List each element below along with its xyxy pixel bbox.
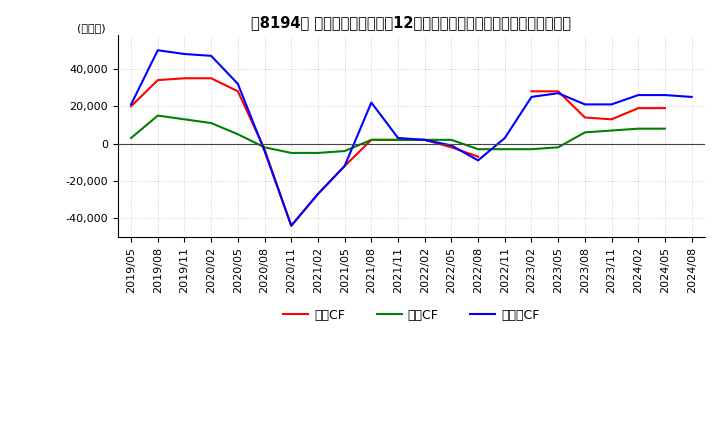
営業CF (180, 76, 189, 81)
フリーCF (341, 163, 349, 169)
投資CF (634, 126, 642, 131)
フリーCF (527, 94, 536, 99)
フリーCF (207, 53, 215, 59)
投資CF (474, 147, 482, 152)
Legend: 営業CF, 投資CF, フリーCF: 営業CF, 投資CF, フリーCF (278, 304, 544, 326)
フリーCF (287, 223, 296, 228)
フリーCF (634, 92, 642, 98)
投資CF (207, 121, 215, 126)
投資CF (420, 137, 429, 143)
営業CF (153, 77, 162, 83)
フリーCF (420, 137, 429, 143)
営業CF (341, 163, 349, 169)
投資CF (554, 145, 562, 150)
投資CF (341, 148, 349, 154)
営業CF (474, 154, 482, 159)
Line: 投資CF: 投資CF (131, 116, 665, 153)
投資CF (607, 128, 616, 133)
投資CF (447, 137, 456, 143)
Line: 営業CF: 営業CF (131, 78, 478, 226)
投資CF (127, 136, 135, 141)
Title: 【8194】 キャッシュフローの12か月移動合計の対前年同期増減額の推移: 【8194】 キャッシュフローの12か月移動合計の対前年同期増減額の推移 (251, 15, 572, 30)
投資CF (180, 117, 189, 122)
投資CF (233, 132, 242, 137)
フリーCF (153, 48, 162, 53)
投資CF (580, 130, 589, 135)
フリーCF (260, 148, 269, 154)
投資CF (527, 147, 536, 152)
フリーCF (447, 143, 456, 148)
フリーCF (233, 81, 242, 87)
フリーCF (554, 91, 562, 96)
投資CF (367, 137, 376, 143)
フリーCF (127, 102, 135, 107)
フリーCF (394, 136, 402, 141)
Text: (百万円): (百万円) (76, 23, 105, 33)
営業CF (233, 89, 242, 94)
営業CF (260, 147, 269, 152)
投資CF (394, 137, 402, 143)
Line: フリーCF: フリーCF (131, 50, 692, 226)
フリーCF (688, 94, 696, 99)
営業CF (127, 103, 135, 109)
フリーCF (314, 191, 323, 197)
フリーCF (661, 92, 670, 98)
投資CF (661, 126, 670, 131)
フリーCF (580, 102, 589, 107)
投資CF (260, 145, 269, 150)
営業CF (394, 137, 402, 143)
営業CF (287, 223, 296, 228)
フリーCF (607, 102, 616, 107)
営業CF (420, 137, 429, 143)
投資CF (314, 150, 323, 156)
営業CF (207, 76, 215, 81)
営業CF (447, 145, 456, 150)
フリーCF (500, 136, 509, 141)
フリーCF (180, 51, 189, 57)
投資CF (287, 150, 296, 156)
フリーCF (474, 158, 482, 163)
フリーCF (367, 100, 376, 105)
営業CF (314, 191, 323, 197)
投資CF (153, 113, 162, 118)
営業CF (367, 137, 376, 143)
投資CF (500, 147, 509, 152)
